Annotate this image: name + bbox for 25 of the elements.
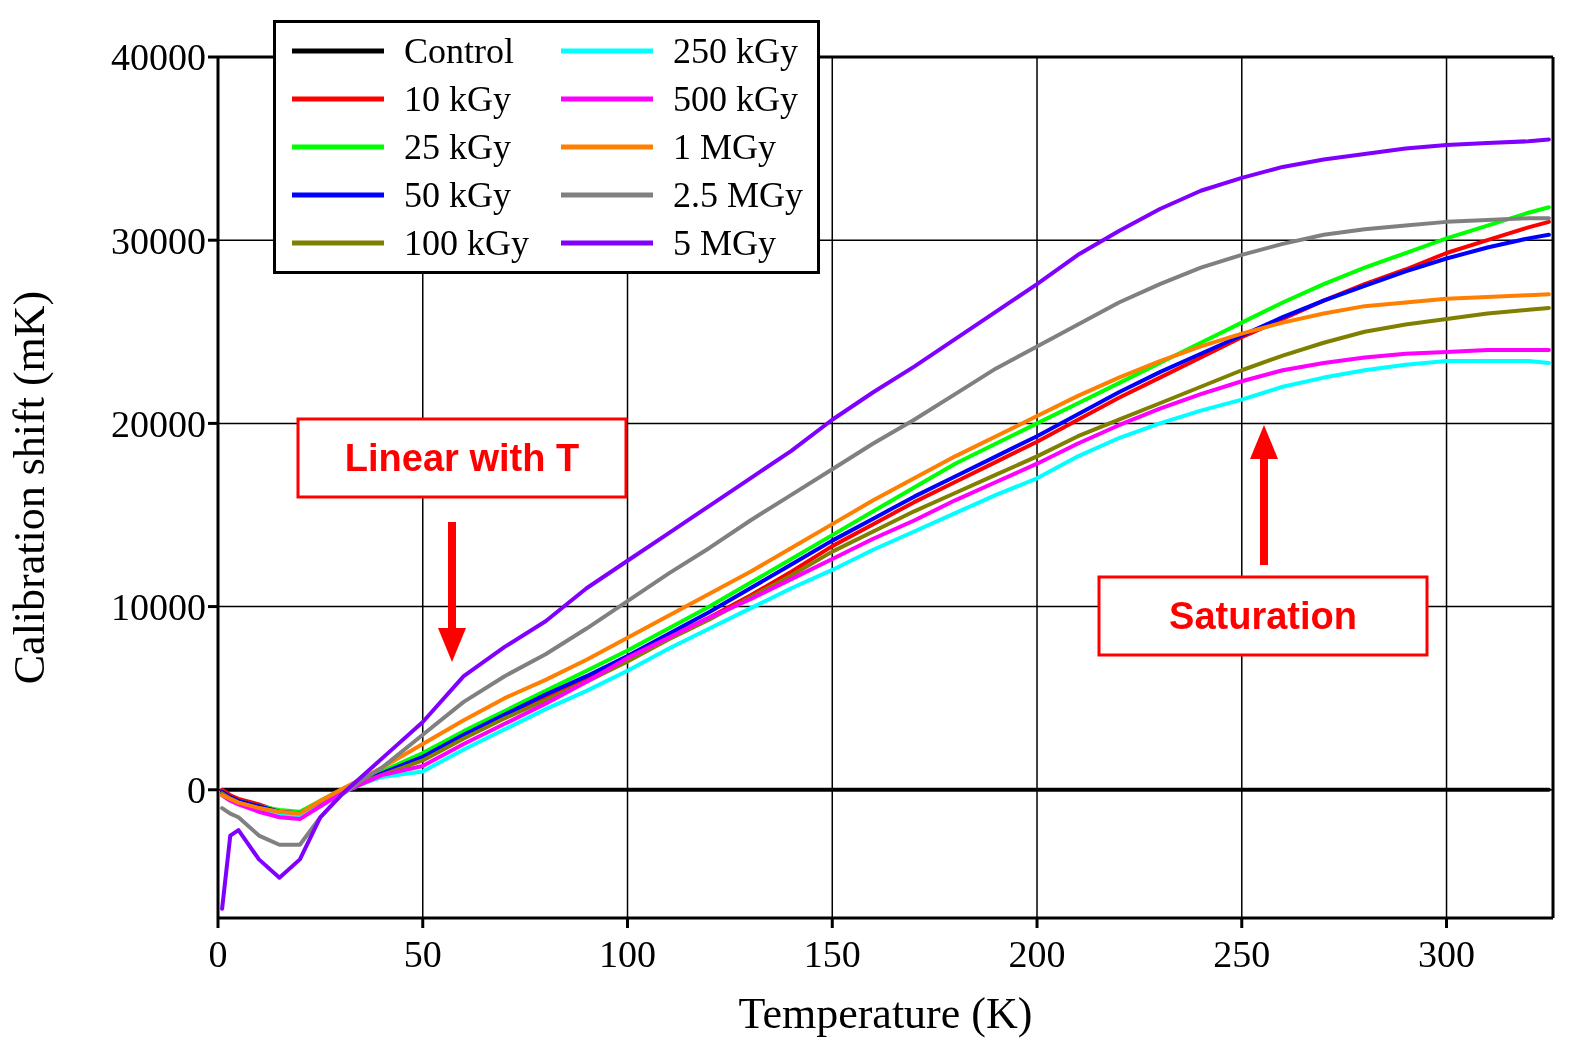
y-axis-title: Calibration shift (mK) xyxy=(4,290,54,685)
legend-label: 50 kGy xyxy=(404,174,511,216)
x-tick-label: 50 xyxy=(403,932,442,975)
legend-label: 10 kGy xyxy=(404,78,511,120)
x-tick-label: 100 xyxy=(599,932,657,975)
legend-label: Control xyxy=(404,30,515,72)
y-tick-label: 0 xyxy=(187,769,206,812)
legend-label: 500 kGy xyxy=(673,78,798,120)
y-tick-label: 20000 xyxy=(111,402,206,445)
legend-label: 250 kGy xyxy=(673,30,798,72)
y-tick-label: 10000 xyxy=(111,586,206,629)
legend-label: 5 MGy xyxy=(673,222,777,264)
x-tick-label: 200 xyxy=(1008,932,1066,975)
legend-label: 25 kGy xyxy=(404,126,511,168)
legend-label: 1 MGy xyxy=(673,126,777,168)
x-axis-title: Temperature (K) xyxy=(738,989,1033,1038)
x-tick-label: 250 xyxy=(1213,932,1271,975)
x-tick-label: 150 xyxy=(803,932,861,975)
y-tick-label: 40000 xyxy=(111,36,206,79)
annotation: Linear with T xyxy=(344,437,580,479)
annotation: Saturation xyxy=(1169,595,1357,637)
legend-label: 100 kGy xyxy=(404,222,529,264)
y-tick-label: 30000 xyxy=(111,219,206,262)
legend-label: 2.5 MGy xyxy=(673,174,804,216)
x-tick-label: 300 xyxy=(1418,932,1476,975)
